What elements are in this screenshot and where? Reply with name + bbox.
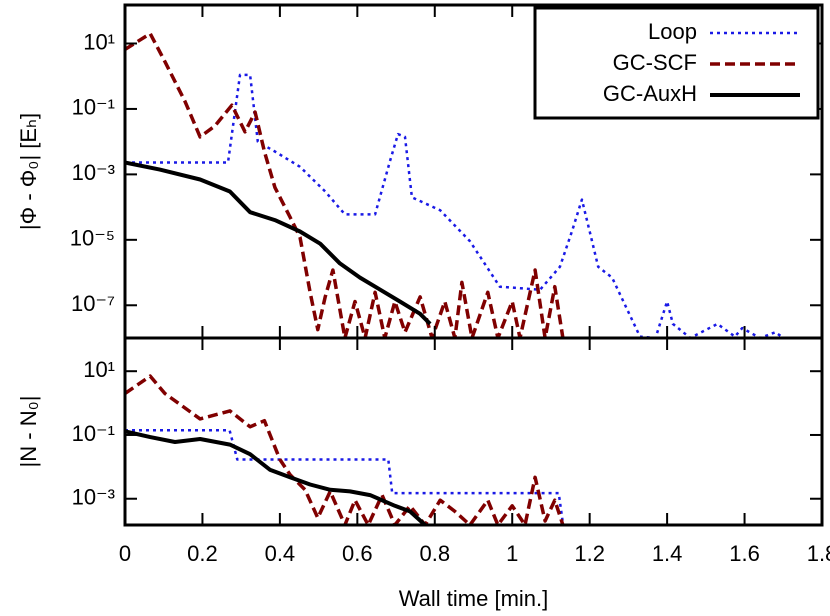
legend-label: Loop [648, 19, 697, 44]
series-line [125, 374, 565, 525]
y-tick-label: 10⁻³ [72, 485, 115, 510]
y-tick-label: 10⁻¹ [72, 421, 115, 446]
x-tick-label: 0 [119, 541, 131, 566]
y-tick-label: 10¹ [83, 29, 115, 54]
x-tick-label: 0.8 [419, 541, 450, 566]
y-tick-label: 10¹ [83, 357, 115, 382]
y-axis-label: |N - N₀| [16, 396, 41, 468]
x-tick-label: 1.8 [807, 541, 830, 566]
x-tick-label: 0.2 [187, 541, 218, 566]
x-tick-label: 0.6 [342, 541, 373, 566]
y-tick-label: 10⁻⁵ [70, 226, 115, 251]
series-line [125, 31, 565, 338]
series-line [125, 160, 432, 326]
y-tick-label: 10⁻¹ [72, 95, 115, 120]
x-axis-label: Wall time [min.] [399, 586, 549, 611]
y-tick-label: 10⁻³ [72, 160, 115, 185]
x-tick-label: 0.4 [265, 541, 296, 566]
y-tick-label: 10⁻⁷ [71, 291, 115, 316]
y-axis-label: |Φ - Φ₀| [Eₕ] [16, 113, 41, 230]
series-line [125, 73, 785, 338]
legend-label: GC-SCF [613, 50, 697, 75]
plot-frame [123, 336, 824, 527]
x-tick-label: 1.6 [729, 541, 760, 566]
x-tick-label: 1.4 [652, 541, 683, 566]
legend-label: GC-AuxH [603, 81, 697, 106]
x-tick-label: 1.2 [574, 541, 605, 566]
x-tick-label: 1 [506, 541, 518, 566]
legend-box [533, 6, 820, 120]
series-line [125, 429, 427, 525]
series-line [125, 429, 564, 522]
